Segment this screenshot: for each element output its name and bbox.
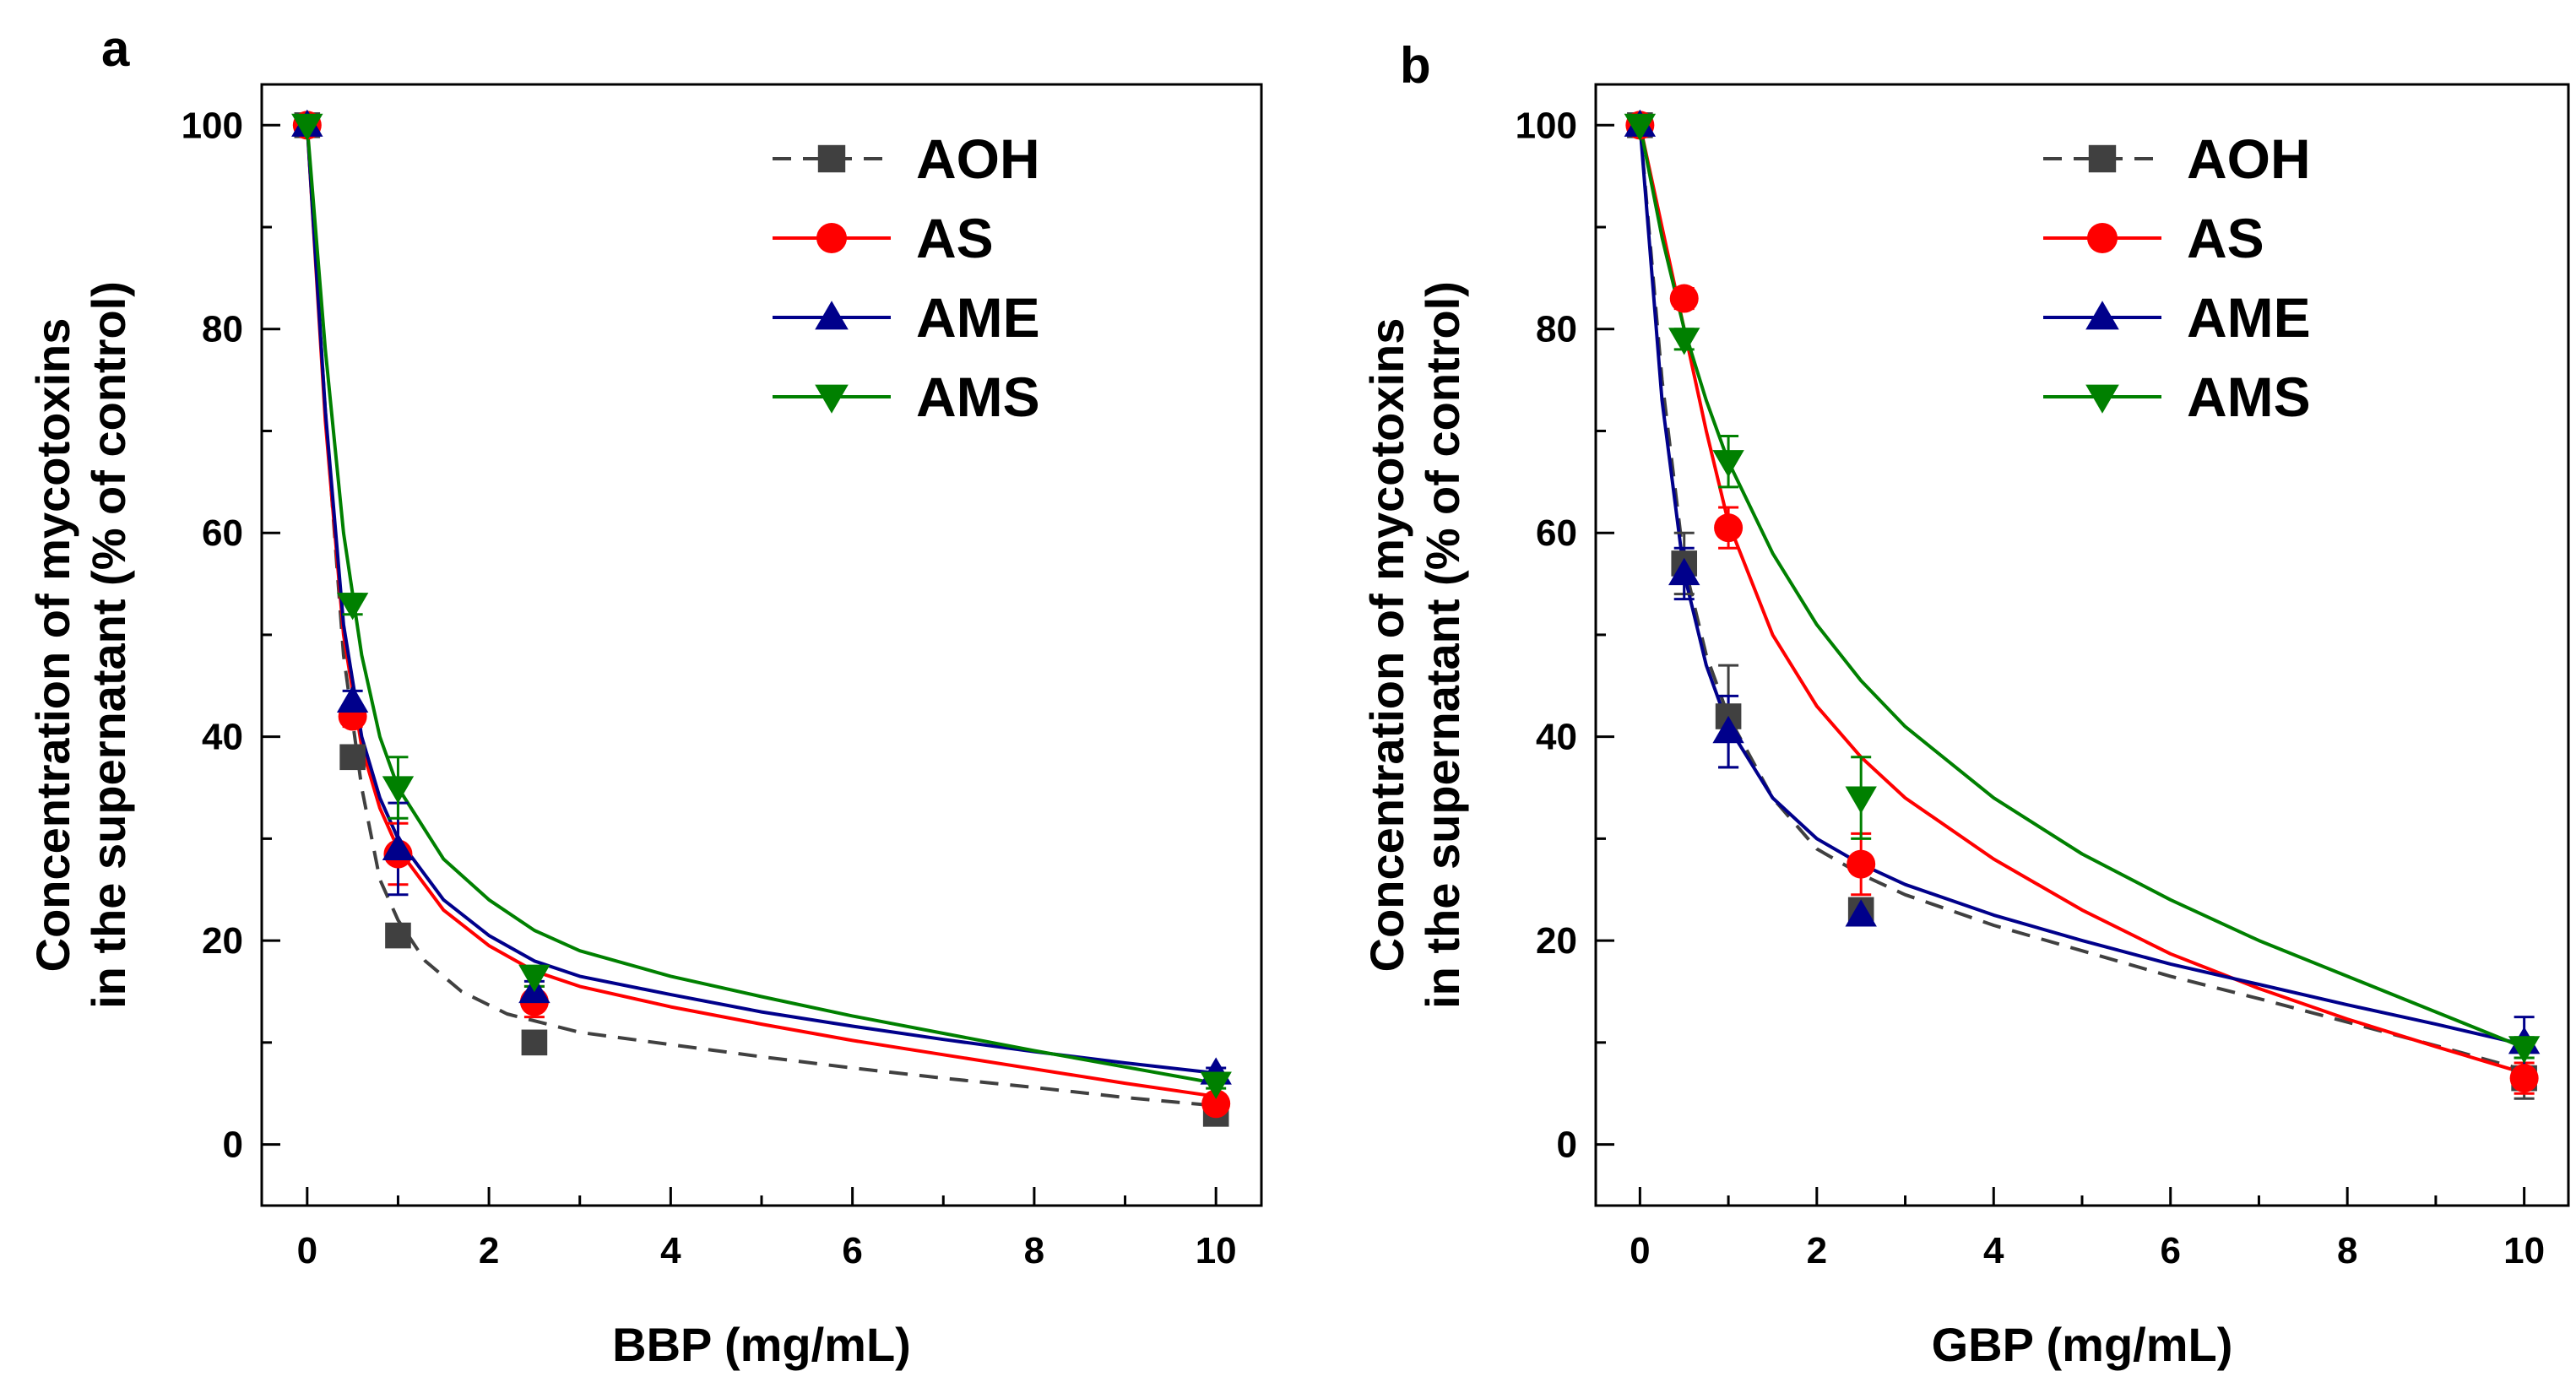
panel-a-fit-ame (305, 125, 1217, 1076)
panel-b-y-tick-label: 60 (1536, 512, 1577, 554)
panel-a-x-tick-label: 10 (1196, 1230, 1237, 1271)
panel-a-point-ams (291, 113, 323, 141)
panel-b-y-tick-label: 40 (1536, 717, 1577, 758)
panel-a-legend-marker-aoh (817, 144, 846, 173)
panel-b-point-ame (1845, 899, 1877, 927)
panel-b-y-axis-title-line2: in the supernatant (% of control) (1416, 281, 1469, 1009)
panel-b-legend-marker-aoh (2088, 144, 2117, 173)
panel-a-y-tick-label: 100 (182, 105, 243, 146)
panel-a-legend-marker-as (816, 223, 847, 253)
panel-a-legend: AOH AS AME AMS (773, 127, 1040, 428)
panel-b-letter: b (1400, 37, 1431, 94)
panel-b-y-ticks: 0 20 40 60 80 100 (1516, 105, 1614, 1166)
panel-b-fit-ame (1638, 125, 2525, 1047)
panel-a-legend-label-ams: AMS (916, 366, 1040, 428)
panel-b-legend-label-ame: AME (2187, 286, 2311, 349)
panel-b-legend-label-as: AS (2187, 207, 2264, 269)
panel-a-legend-marker-ame (815, 301, 849, 330)
panel-a-x-tick-label: 4 (660, 1230, 681, 1271)
panel-a-point-aoh (385, 922, 411, 949)
panel-a-y-tick-label: 60 (202, 512, 243, 554)
panel-a-y-axis-title-line2: in the supernatant (% of control) (82, 281, 135, 1009)
panel-b-point-ame (1668, 557, 1700, 586)
panel-a-point-as (1201, 1089, 1231, 1119)
panel-a-point-ame (382, 832, 415, 861)
panel-b: b 0 2 4 6 8 10 0 20 40 60 80 100 AOH AS AME AMS GBP (… (1360, 37, 2570, 1371)
panel-b-point-ams (1624, 113, 1657, 141)
panel-b-x-ticks: 0 2 4 6 8 10 (1630, 1187, 2545, 1271)
panel-a-legend-label-aoh: AOH (916, 127, 1040, 190)
panel-b-fit-ams (1638, 124, 2525, 1049)
panel-a-point-aoh (521, 1029, 548, 1056)
panel-a-x-tick-label: 0 (297, 1230, 317, 1271)
panel-b-fit-as (1638, 124, 2525, 1076)
panel-a-y-tick-label: 80 (202, 309, 243, 350)
panel-b-x-tick-label: 6 (2160, 1230, 2180, 1271)
panel-b-point-ams (1712, 450, 1744, 478)
panel-a-y-ticks: 0 20 40 60 80 100 (182, 105, 280, 1166)
panel-a-point-ame (336, 685, 369, 713)
panel-b-x-tick-label: 0 (1630, 1230, 1650, 1271)
panel-a-y-axis-title-line1: Concentration of mycotoxins (26, 318, 79, 973)
panel-a-fit-as (305, 125, 1217, 1098)
panel-b-fit-curves (1638, 124, 2525, 1076)
panel-a-fit-curves (305, 125, 1217, 1108)
panel-b-legend-marker-as (2087, 223, 2118, 253)
panel-b-x-tick-label: 4 (1983, 1230, 2004, 1271)
panel-a-x-axis-title: BBP (mg/mL) (612, 1318, 911, 1371)
panel-a-point-aoh (339, 744, 366, 771)
panel-a-fit-ams (305, 125, 1217, 1086)
panel-a-point-ams (518, 964, 550, 993)
panel-b-point-ams (1845, 786, 1877, 814)
panel-b-y-axis-title-line1: Concentration of mycotoxins (1360, 318, 1413, 973)
panel-a-y-tick-label: 20 (202, 920, 243, 962)
panel-a: a 0 2 4 6 8 10 0 20 40 60 80 100 AOH AS AME AMS BBP (… (26, 20, 1263, 1371)
panel-a-point-ams (382, 776, 415, 804)
panel-a-y-tick-label: 40 (202, 717, 243, 758)
panel-a-point-ams (1200, 1071, 1232, 1099)
panel-a-legend-label-ame: AME (916, 286, 1040, 349)
panel-b-point-as (1714, 513, 1744, 543)
panel-a-point-ams (336, 593, 369, 621)
panel-b-x-axis-title: GBP (mg/mL) (1932, 1318, 2233, 1371)
panel-b-y-tick-label: 20 (1536, 920, 1577, 962)
panel-b-point-ams (2508, 1036, 2541, 1064)
panel-a-legend-marker-ams (815, 384, 849, 414)
panel-b-legend-label-ams: AMS (2187, 366, 2311, 428)
panel-a-x-tick-label: 6 (842, 1230, 862, 1271)
panel-b-legend-marker-ame (2085, 301, 2119, 330)
panel-a-errorbars (342, 593, 1227, 1120)
panel-b-fit-aoh (1638, 125, 2525, 1072)
panel-a-letter: a (101, 20, 130, 77)
panel-b-plot-frame (1594, 83, 2570, 1207)
panel-a-legend-label-as: AS (916, 207, 994, 269)
panel-b-point-as (2509, 1064, 2539, 1093)
panel-b-y-tick-label: 100 (1516, 105, 1577, 146)
panel-a-plot-frame (260, 83, 1263, 1207)
panel-a-markers (291, 109, 1232, 1127)
panel-b-legend-label-aoh: AOH (2187, 127, 2311, 190)
panel-b-legend-marker-ams (2085, 384, 2119, 414)
panel-b-point-ams (1668, 328, 1700, 355)
panel-b-x-tick-label: 10 (2503, 1230, 2545, 1271)
panel-a-fit-aoh (305, 125, 1217, 1108)
panel-b-y-tick-label: 80 (1536, 309, 1577, 350)
panel-b-x-tick-label: 8 (2337, 1230, 2357, 1271)
panel-a-y-tick-label: 0 (223, 1125, 243, 1166)
panel-b-point-as (1847, 849, 1876, 879)
panel-b-markers (1624, 109, 2541, 1093)
panel-a-x-ticks: 0 2 4 6 8 10 (297, 1187, 1237, 1271)
panel-b-y-tick-label: 0 (1557, 1125, 1577, 1166)
panel-a-x-tick-label: 8 (1024, 1230, 1044, 1271)
panel-b-point-ame (1712, 715, 1744, 744)
panel-b-point-as (1669, 284, 1699, 313)
panel-b-legend: AOH AS AME AMS (2043, 127, 2311, 428)
panel-b-x-tick-label: 2 (1807, 1230, 1827, 1271)
panel-a-x-tick-label: 2 (479, 1230, 499, 1271)
